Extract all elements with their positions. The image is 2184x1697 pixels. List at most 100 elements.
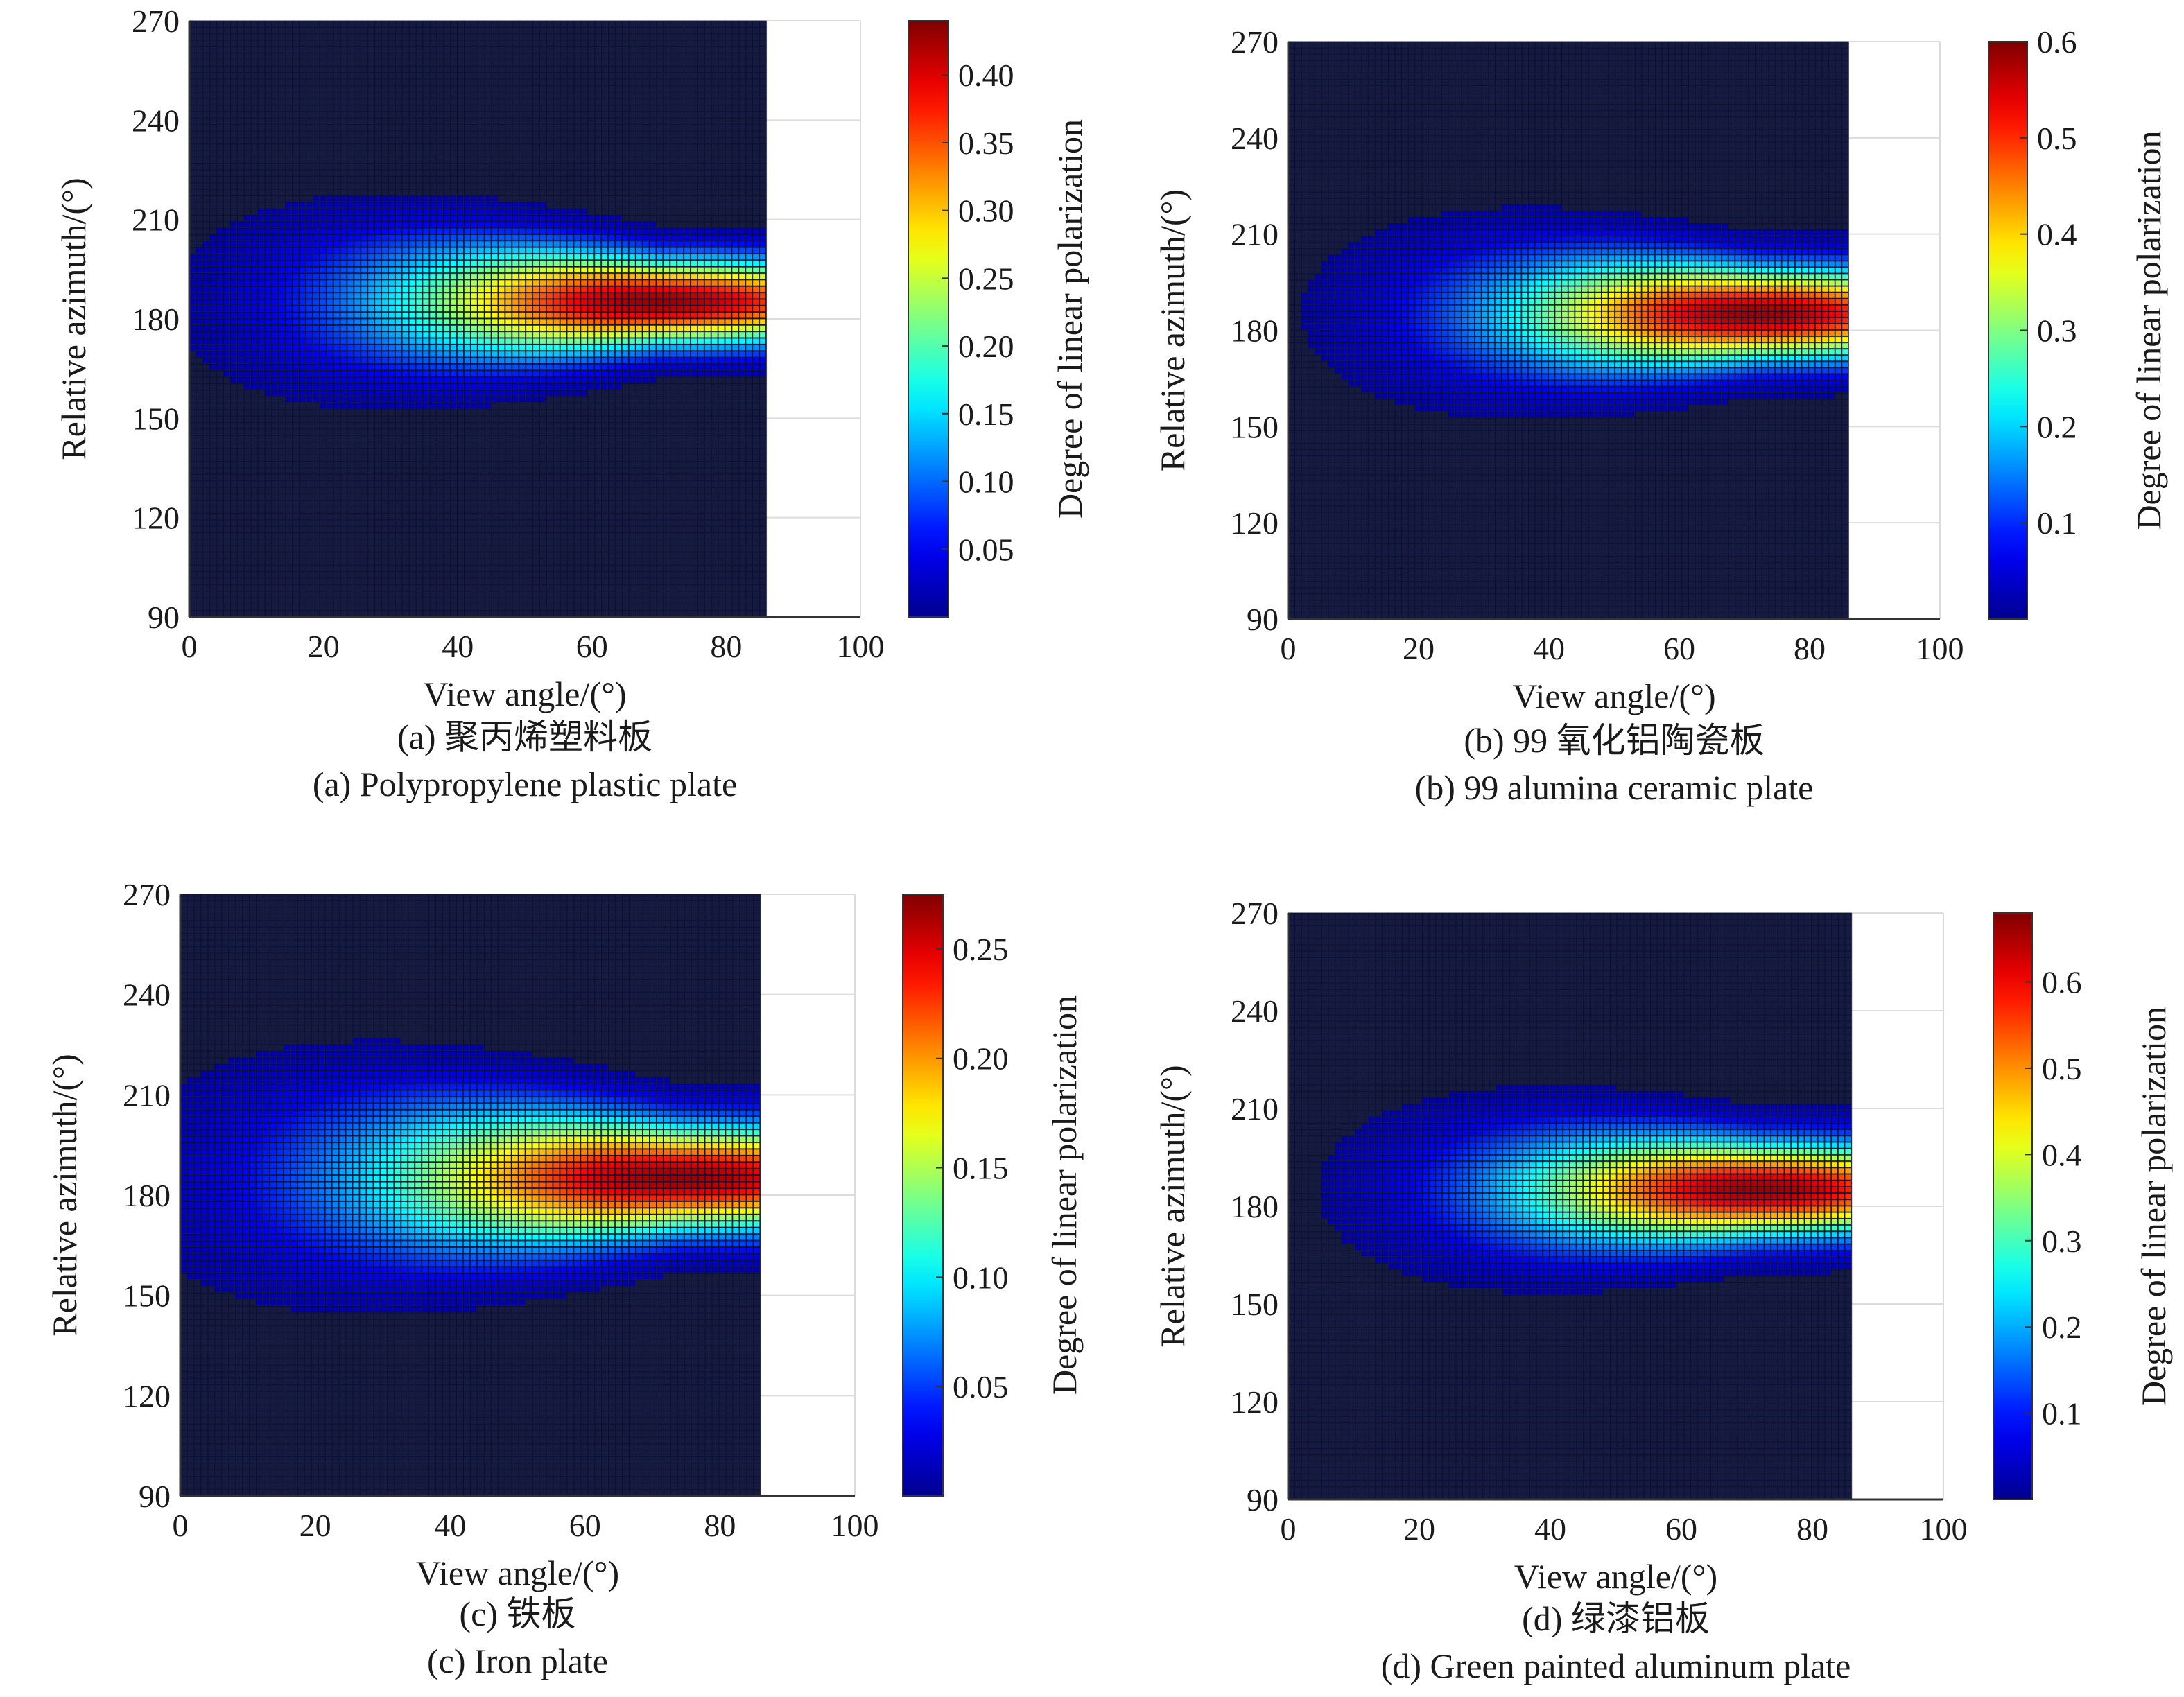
heatmap-cell: [1735, 305, 1741, 311]
heatmap-cell: [464, 274, 470, 279]
heatmap-cell: [258, 332, 264, 338]
heatmap-cell: [286, 261, 292, 266]
heatmap-cell: [1702, 337, 1708, 342]
heatmap-cell: [492, 364, 498, 369]
heatmap-cell: [1742, 249, 1747, 254]
heatmap-cell: [464, 338, 470, 344]
heatmap-cell: [1542, 399, 1548, 405]
heatmap-cell: [1522, 362, 1527, 367]
heatmap-cell: [1675, 356, 1681, 361]
heatmap-cell: [1335, 261, 1340, 267]
heatmap-cell: [574, 364, 580, 369]
heatmap-cell: [1662, 280, 1667, 286]
heatmap-cell: [1635, 268, 1640, 273]
heatmap-cell: [217, 299, 223, 305]
heatmap-cell: [1542, 261, 1548, 267]
heatmap-cell: [1475, 311, 1480, 317]
heatmap-cell: [615, 325, 621, 331]
heatmap-cell: [1662, 324, 1667, 329]
heatmap-cell: [237, 286, 243, 292]
heatmap-cell: [492, 313, 498, 318]
heatmap-cell: [1408, 305, 1414, 311]
heatmap-cell: [388, 228, 395, 234]
heatmap-cell: [1441, 374, 1447, 380]
heatmap-cell: [1402, 261, 1407, 267]
heatmap-cell: [224, 345, 230, 350]
heatmap-cell: [1415, 374, 1421, 380]
heatmap-cell: [512, 306, 519, 311]
heatmap-cell: [1548, 406, 1554, 411]
heatmap-cell: [368, 234, 374, 240]
heatmap-cell: [1421, 393, 1427, 399]
heatmap-cell: [1415, 236, 1421, 242]
heatmap-cell: [1669, 324, 1674, 329]
heatmap-cell: [1622, 374, 1627, 380]
heatmap-cell: [395, 345, 401, 350]
heatmap-cell: [210, 254, 216, 260]
heatmap-cell: [1522, 249, 1527, 254]
heatmap-cell: [1642, 331, 1647, 336]
heatmap-cell: [1635, 236, 1640, 242]
heatmap-cell: [732, 313, 738, 318]
heatmap-cell: [1815, 381, 1821, 386]
heatmap-cell: [1482, 331, 1487, 336]
heatmap-cell: [1415, 337, 1421, 342]
heatmap-cell: [1382, 368, 1387, 374]
heatmap-cell: [423, 397, 429, 402]
heatmap-cell: [1522, 317, 1527, 323]
heatmap-cell: [361, 351, 367, 357]
heatmap-cell: [1688, 381, 1694, 386]
heatmap-cell: [306, 377, 312, 383]
heatmap-cell: [1722, 255, 1728, 261]
heatmap-cell: [1756, 255, 1761, 261]
heatmap-cell: [1695, 236, 1701, 242]
heatmap-cell: [1688, 249, 1694, 254]
heatmap-cell: [1308, 293, 1314, 298]
heatmap-cell: [293, 280, 299, 286]
heatmap-cell: [320, 274, 326, 279]
heatmap-cell: [354, 247, 361, 253]
heatmap-cell: [595, 293, 601, 299]
heatmap-cell: [272, 228, 278, 234]
heatmap-cell: [1455, 268, 1461, 273]
heatmap-cell: [739, 299, 745, 305]
heatmap-cell: [753, 345, 759, 350]
heatmap-cell: [1349, 324, 1354, 329]
heatmap-cell: [1702, 236, 1708, 242]
heatmap-cell: [1509, 230, 1514, 236]
heatmap-cell: [1688, 311, 1694, 317]
heatmap-cell: [711, 286, 718, 292]
heatmap-cell: [1695, 293, 1701, 298]
heatmap-cell: [636, 371, 642, 376]
heatmap-cell: [1708, 286, 1714, 292]
heatmap-cell: [732, 241, 738, 247]
heatmap-cell: [217, 286, 223, 292]
heatmap-cell: [664, 286, 670, 292]
heatmap-cell: [746, 280, 752, 286]
heatmap-cell: [478, 195, 484, 201]
heatmap-cell: [526, 371, 532, 376]
heatmap-cell: [697, 371, 704, 376]
heatmap-cell: [347, 234, 354, 240]
heatmap-cell: [1728, 305, 1734, 311]
heatmap-cell: [526, 209, 532, 214]
heatmap-cell: [1535, 211, 1541, 216]
heatmap-cell: [258, 215, 264, 220]
heatmap-cell: [574, 371, 580, 376]
heatmap-cell: [1495, 368, 1500, 374]
heatmap-cell: [361, 377, 367, 383]
heatmap-cell: [458, 267, 464, 272]
heatmap-cell: [725, 338, 731, 344]
heatmap-cell: [1776, 249, 1781, 254]
heatmap-cell: [1622, 230, 1627, 236]
heatmap-cell: [265, 228, 271, 234]
heatmap-cell: [1388, 343, 1394, 349]
heatmap-cell: [1421, 255, 1427, 261]
heatmap-cell: [1441, 399, 1447, 405]
heatmap-cell: [1342, 368, 1347, 374]
heatmap-cell: [1581, 368, 1587, 374]
heatmap-cell: [1789, 387, 1794, 392]
heatmap-cell: [300, 371, 306, 376]
heatmap-cell: [1455, 331, 1461, 336]
heatmap-cell: [629, 306, 635, 311]
